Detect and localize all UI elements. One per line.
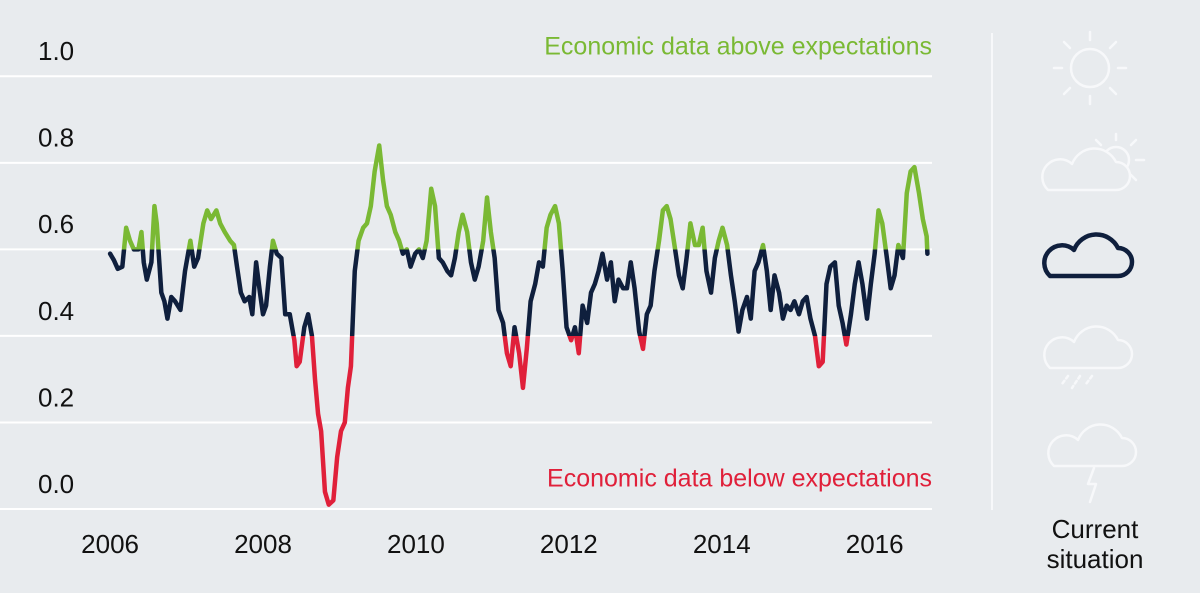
y-tick-label: 0.4 <box>38 296 74 326</box>
y-tick-label: 0.6 <box>38 209 74 239</box>
x-tick-label: 2012 <box>540 529 598 559</box>
icon-rain <box>1043 325 1134 390</box>
side-label: Current situation <box>1046 514 1144 574</box>
icon-storm <box>1047 423 1138 504</box>
x-tick-label: 2010 <box>387 529 445 559</box>
icon-sun <box>1052 30 1128 106</box>
x-tick-label: 2016 <box>846 529 904 559</box>
y-tick-label: 0.2 <box>38 382 74 412</box>
x-tick-label: 2008 <box>234 529 292 559</box>
data-line <box>107 143 930 507</box>
y-tick-label: 1.0 <box>38 36 74 66</box>
annotation: Economic data below expectations <box>547 465 932 493</box>
y-tick-label: 0.0 <box>38 469 74 499</box>
icon-partly-cloudy <box>1041 132 1146 192</box>
x-tick-label: 2014 <box>693 529 751 559</box>
icon-cloudy <box>1044 235 1132 276</box>
annotation: Economic data above expectations <box>544 33 932 61</box>
x-tick-label: 2006 <box>81 529 139 559</box>
y-tick-label: 0.8 <box>38 123 74 153</box>
